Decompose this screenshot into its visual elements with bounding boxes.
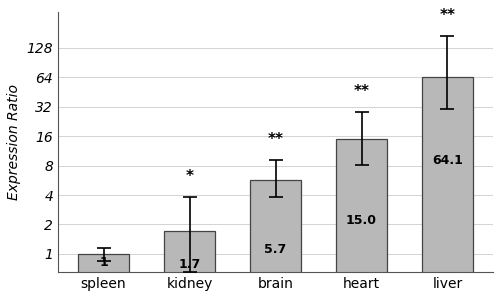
- Bar: [336, 139, 388, 298]
- Text: **: **: [440, 8, 456, 23]
- Text: 15.0: 15.0: [346, 214, 377, 227]
- Text: 5.7: 5.7: [264, 243, 286, 256]
- Text: **: **: [354, 84, 370, 99]
- Bar: [78, 254, 130, 298]
- Bar: [164, 231, 216, 298]
- Bar: [250, 180, 302, 298]
- Y-axis label: Expression Ratio: Expression Ratio: [7, 84, 21, 200]
- Text: 64.1: 64.1: [432, 154, 463, 167]
- Text: *: *: [186, 169, 194, 184]
- Text: 1: 1: [99, 256, 108, 269]
- Text: **: **: [268, 132, 283, 147]
- Bar: [422, 77, 474, 298]
- Text: 1.7: 1.7: [178, 258, 201, 271]
